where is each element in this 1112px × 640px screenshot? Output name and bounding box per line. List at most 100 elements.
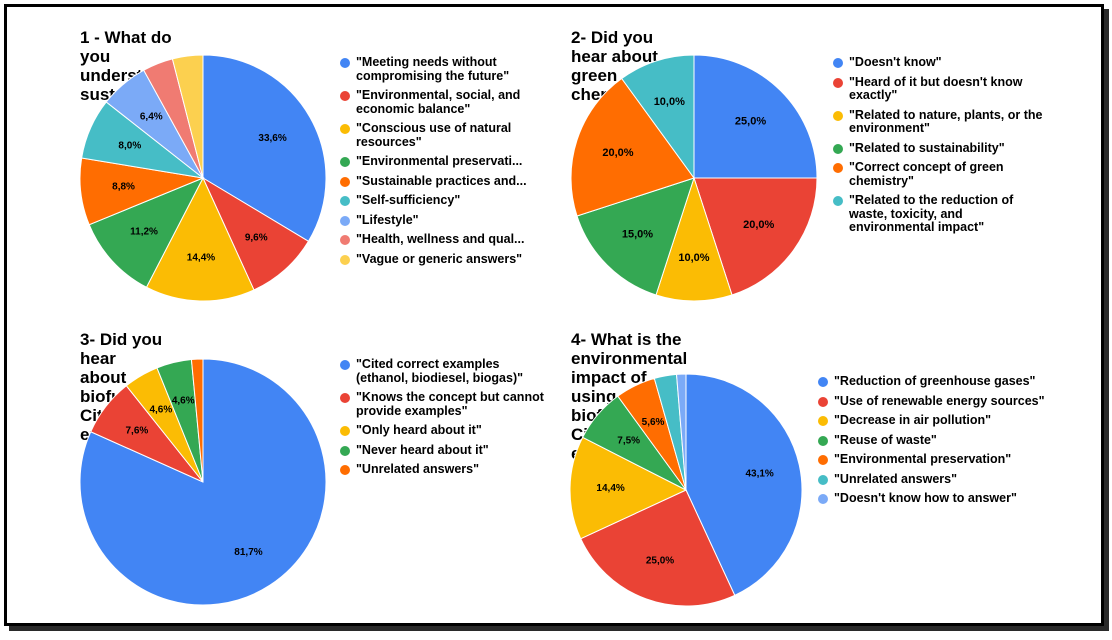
legend-label: "Health, wellness and qual... (356, 232, 525, 246)
pie-slice-decrease-in-air-pollution (569, 436, 688, 540)
legend-swatch (833, 58, 843, 68)
legend: "Doesn't know" "Heard of it but doesn't k… (833, 55, 1043, 241)
legend-item: "Conscious use of natural resources" (340, 121, 550, 149)
legend-swatch (340, 215, 350, 226)
legend-swatch (340, 157, 350, 167)
legend-swatch (340, 426, 350, 436)
legend-label: "Knows the concept but cannot provide ex… (356, 390, 544, 418)
legend-label: "Related to sustainability" (849, 140, 1005, 155)
pie-chart: 81,7%7,6%4,6%4,6% (79, 358, 327, 606)
slice-data-label: 11,2% (130, 227, 158, 238)
legend-swatch (818, 416, 828, 426)
legend-swatch (340, 445, 350, 456)
legend-swatch (833, 196, 843, 206)
pie-chart: 43,1% 25,0% 14,4% 7,5%5,6% (569, 373, 803, 607)
slice-data-label: 7,6% (126, 425, 149, 436)
legend-swatch (818, 435, 828, 446)
legend: "Reduction of greenhouse gases" "Use of r… (818, 374, 1048, 512)
legend-item: "Correct concept of green chemistry" (833, 160, 1043, 188)
legend-label: "Environmental preservation" (834, 452, 1012, 466)
slice-data-label: 43,1% (745, 468, 773, 479)
legend-label: "Sustainable practices and... (356, 173, 527, 188)
legend-item: "Meeting needs without compromising the … (340, 55, 550, 83)
slice-data-label: 10,0% (654, 96, 685, 108)
slice-data-label: 10,0% (678, 252, 709, 264)
pie-chart: 33,6% 9,6% 14,4% 11,2% 8,8% 8,0% 6,4% (79, 54, 327, 302)
legend-item: "Decrease in air pollution" (818, 413, 1048, 428)
slice-data-label: 6,4% (140, 112, 163, 123)
legend-label: "Environmental, social, and economic bal… (356, 88, 521, 116)
slice-data-label: 20,0% (743, 219, 774, 231)
pie-slice-vague-or-generic-answers (171, 54, 204, 179)
pie-slice-related-to-the-reduction-of-waste-toxici (621, 54, 695, 180)
legend-label: "Conscious use of natural resources" (356, 121, 512, 149)
legend-item: "Never heard about it" (340, 442, 550, 458)
legend-swatch (340, 124, 350, 134)
legend-item: "Environmental preservati... (340, 154, 550, 169)
pie-slice-related-to-sustainability (576, 177, 695, 296)
legend-label: "Environmental preservati... (356, 154, 523, 168)
pie-chart: 25,0% 20,0% 10,0% 15,0% 20,0% 10,0% (570, 54, 818, 302)
legend-swatch (340, 393, 350, 403)
legend-label: "Use of renewable energy sources" (834, 393, 1045, 408)
slice-data-label: 5,6% (642, 417, 665, 428)
legend-swatch (833, 110, 843, 121)
legend-label: "Only heard about it" (356, 423, 482, 437)
legend-label: "Vague or generic answers" (356, 251, 523, 266)
legend-label: "Never heard about it" (356, 442, 489, 457)
slice-data-label: 33,6% (258, 133, 286, 144)
slice-data-label: 25,0% (735, 115, 766, 127)
legend-item: "Reuse of waste" (818, 432, 1048, 448)
legend-item: "Doesn't know" (833, 55, 1043, 70)
legend-swatch (340, 360, 350, 370)
legend-swatch (340, 254, 350, 265)
legend-label: "Reduction of greenhouse gases" (834, 374, 1036, 388)
legend-item: "Lifestyle" (340, 213, 550, 228)
pie-slice-environmental-preservati (88, 177, 205, 288)
legend-item: "Related to nature, plants, or the envir… (833, 107, 1043, 136)
legend: "Meeting needs without compromising the … (340, 55, 550, 272)
slice-data-label: 4,6% (172, 395, 195, 406)
pie-slice-reduction-of-greenhouse-gases (685, 373, 803, 596)
legend-item: "Cited correct examples (ethanol, biodie… (340, 357, 550, 385)
legend-label: "Reuse of waste" (834, 432, 937, 447)
legend-swatch (833, 77, 843, 88)
legend-label: "Unrelated answers" (834, 471, 958, 486)
legend-label: "Unrelated answers" (356, 462, 480, 476)
legend-item: "Health, wellness and qual... (340, 232, 550, 247)
pie-slice-doesn-t-know (693, 54, 818, 179)
legend-label: "Related to the reduction of waste, toxi… (849, 193, 1014, 234)
legend-swatch (833, 163, 843, 173)
legend-label: "Heard of it but doesn't know exactly" (849, 74, 1023, 102)
legend-item: "Knows the concept but cannot provide ex… (340, 390, 550, 418)
legend-swatch (340, 235, 350, 245)
slice-data-label: 20,0% (602, 147, 633, 159)
legend-item: "Related to the reduction of waste, toxi… (833, 193, 1043, 235)
legend-item: "Environmental preservation" (818, 452, 1048, 467)
legend-item: "Sustainable practices and... (340, 173, 550, 189)
legend-label: "Related to nature, plants, or the envir… (849, 107, 1043, 135)
legend-swatch (818, 455, 828, 465)
legend-item: "Unrelated answers" (340, 462, 550, 477)
legend-label: "Decrease in air pollution" (834, 413, 992, 427)
legend-label: "Cited correct examples (ethanol, biodie… (356, 357, 524, 385)
slice-data-label: 14,4% (187, 253, 215, 264)
legend-item: "Related to sustainability" (833, 140, 1043, 156)
pie-slice-unrelated-answers (190, 358, 204, 483)
legend-swatch (340, 58, 350, 68)
legend-label: "Self-sufficiency" (356, 193, 461, 207)
legend-label: "Doesn't know how to answer" (834, 491, 1017, 505)
slice-data-label: 81,7% (234, 547, 262, 558)
legend-item: "Doesn't know how to answer" (818, 491, 1048, 506)
legend-label: "Correct concept of green chemistry" (849, 160, 1004, 188)
legend-item: "Heard of it but doesn't know exactly" (833, 74, 1043, 103)
slice-data-label: 8,8% (112, 182, 135, 193)
legend-swatch (340, 176, 350, 187)
legend-item: "Only heard about it" (340, 423, 550, 438)
pie-slice-doesn-t-know-how-to-answer (675, 373, 687, 491)
legend-item: "Unrelated answers" (818, 471, 1048, 487)
legend-swatch (340, 91, 350, 101)
legend-swatch (340, 465, 350, 475)
legend-swatch (818, 494, 828, 504)
legend-swatch (833, 143, 843, 154)
